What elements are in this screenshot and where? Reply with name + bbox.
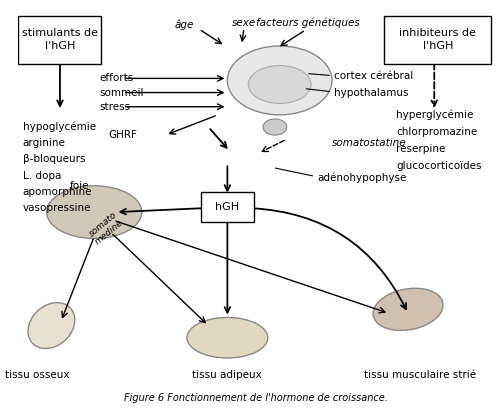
- Text: stress: stress: [99, 102, 130, 112]
- FancyBboxPatch shape: [384, 16, 491, 64]
- Text: facteurs génétiques: facteurs génétiques: [257, 17, 360, 28]
- Text: L. dopa: L. dopa: [23, 171, 61, 181]
- Text: âge: âge: [175, 19, 194, 30]
- Text: somatostatine: somatostatine: [332, 138, 407, 148]
- FancyBboxPatch shape: [201, 192, 254, 222]
- Text: efforts: efforts: [99, 73, 133, 83]
- Text: adénohypophyse: adénohypophyse: [318, 173, 407, 183]
- Text: sommeil: sommeil: [99, 88, 143, 98]
- Text: tissu musculaire strié: tissu musculaire strié: [364, 370, 476, 380]
- Text: apomorphine: apomorphine: [23, 187, 92, 197]
- Ellipse shape: [263, 119, 287, 135]
- Text: stimulants de
l'hGH: stimulants de l'hGH: [22, 28, 98, 51]
- Ellipse shape: [248, 66, 311, 103]
- Ellipse shape: [28, 303, 75, 348]
- Text: sexe: sexe: [232, 18, 256, 28]
- Text: hGH: hGH: [215, 202, 239, 212]
- Text: foie: foie: [70, 181, 90, 191]
- Text: hyperglycémie: hyperglycémie: [396, 110, 473, 120]
- Text: inhibiteurs de
l'hGH: inhibiteurs de l'hGH: [399, 28, 476, 51]
- FancyBboxPatch shape: [18, 16, 101, 64]
- Text: cortex cérébral: cortex cérébral: [334, 71, 414, 81]
- Text: somato
medine: somato medine: [87, 210, 125, 246]
- Text: tissu adipeux: tissu adipeux: [192, 370, 262, 380]
- Text: hypoglycémie: hypoglycémie: [23, 122, 96, 132]
- Text: glucocorticoïdes: glucocorticoïdes: [396, 161, 481, 171]
- Text: arginine: arginine: [23, 138, 66, 148]
- Ellipse shape: [187, 317, 268, 358]
- Text: GHRF: GHRF: [108, 130, 137, 140]
- Text: Figure 6 Fonctionnement de l'hormone de croissance.: Figure 6 Fonctionnement de l'hormone de …: [124, 392, 388, 403]
- Text: β-bloqueurs: β-bloqueurs: [23, 154, 85, 164]
- Ellipse shape: [227, 46, 332, 115]
- Text: hypothalamus: hypothalamus: [334, 88, 409, 98]
- Text: vasopressine: vasopressine: [23, 203, 91, 213]
- Ellipse shape: [373, 288, 443, 330]
- Text: réserpine: réserpine: [396, 144, 445, 154]
- Text: chlorpromazine: chlorpromazine: [396, 127, 477, 137]
- Text: tissu osseux: tissu osseux: [5, 370, 69, 380]
- Ellipse shape: [47, 186, 142, 238]
